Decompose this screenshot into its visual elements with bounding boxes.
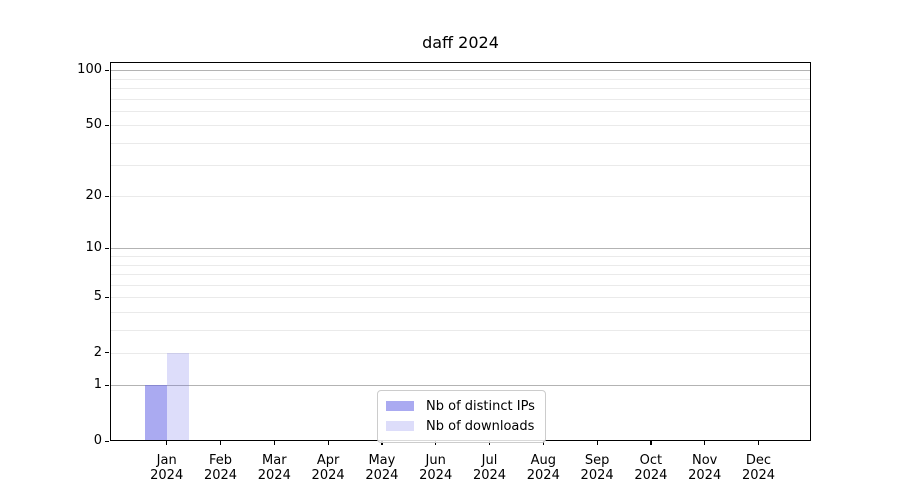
y-tick-2 xyxy=(105,352,109,354)
y-tick-0 xyxy=(105,440,109,442)
chart-title: daff 2024 xyxy=(422,33,499,52)
x-tick-mar-2024 xyxy=(273,441,275,445)
x-tick-label-feb-2024: Feb 2024 xyxy=(203,453,238,483)
gridline-minor-20 xyxy=(110,196,811,198)
gridline-minor-6 xyxy=(110,284,811,286)
gridline-major-10 xyxy=(110,248,811,250)
x-tick-label-may-2024: May 2024 xyxy=(365,453,399,483)
legend-label-downloads: Nb of downloads xyxy=(426,418,535,434)
legend-swatch-distinct-ips xyxy=(386,401,414,411)
x-tick-dec-2024 xyxy=(758,441,760,445)
y-tick-100 xyxy=(105,69,109,71)
x-tick-label-mar-2024: Mar 2024 xyxy=(257,453,291,483)
y-tick-label-10: 10 xyxy=(85,240,102,256)
gridline-minor-5 xyxy=(110,297,811,298)
plot-spines xyxy=(110,62,811,441)
x-tick-label-oct-2024: Oct 2024 xyxy=(634,453,668,483)
y-tick-label-20: 20 xyxy=(85,188,102,204)
x-tick-label-sep-2024: Sep 2024 xyxy=(580,453,614,483)
gridline-minor-7 xyxy=(110,273,811,275)
x-tick-apr-2024 xyxy=(327,441,329,445)
gridline-minor-60 xyxy=(110,110,811,112)
y-tick-label-50: 50 xyxy=(85,117,102,133)
gridline-minor-80 xyxy=(110,87,811,89)
plot-area xyxy=(110,62,811,441)
legend-item-distinct-ips: Nb of distinct IPs xyxy=(386,396,535,416)
y-tick-10 xyxy=(105,247,109,249)
x-tick-jan-2024 xyxy=(166,441,168,445)
gridline-minor-40 xyxy=(110,142,811,144)
gridline-major-1 xyxy=(110,385,811,387)
y-tick-50 xyxy=(105,124,109,126)
y-tick-5 xyxy=(105,296,109,298)
y-tick-label-2: 2 xyxy=(93,344,102,360)
y-tick-label-0: 0 xyxy=(93,433,102,448)
x-tick-label-apr-2024: Apr 2024 xyxy=(311,453,345,483)
y-tick-label-100: 100 xyxy=(77,62,102,78)
x-tick-label-aug-2024: Aug 2024 xyxy=(526,453,560,483)
gridline-minor-3 xyxy=(110,329,811,331)
bar-nb-of-downloads-jan-2024 xyxy=(166,352,189,441)
gridline-minor-2 xyxy=(110,352,811,354)
y-tick-1 xyxy=(105,384,109,386)
gridline-minor-4 xyxy=(110,311,811,313)
x-tick-label-dec-2024: Dec 2024 xyxy=(741,453,776,483)
gridline-minor-30 xyxy=(110,165,811,167)
x-tick-label-nov-2024: Nov 2024 xyxy=(688,453,722,483)
gridline-minor-9 xyxy=(110,256,811,257)
x-tick-nov-2024 xyxy=(704,441,706,445)
gridline-major-100 xyxy=(110,70,811,72)
gridline-minor-70 xyxy=(110,98,811,100)
bar-nb-of-distinct-ips-jan-2024 xyxy=(144,385,167,441)
legend-swatch-downloads xyxy=(386,421,414,431)
x-tick-label-jun-2024: Jun 2024 xyxy=(419,453,453,483)
x-tick-sep-2024 xyxy=(596,441,598,445)
x-tick-feb-2024 xyxy=(220,441,222,445)
y-tick-20 xyxy=(105,195,109,198)
legend: Nb of distinct IPs Nb of downloads xyxy=(377,390,546,443)
legend-label-distinct-ips: Nb of distinct IPs xyxy=(426,398,535,414)
x-tick-label-jan-2024: Jan 2024 xyxy=(150,453,184,483)
legend-item-downloads: Nb of downloads xyxy=(386,416,535,436)
y-tick-label-1: 1 xyxy=(93,377,102,393)
gridline-minor-90 xyxy=(110,78,811,80)
gridline-minor-50 xyxy=(110,125,811,127)
x-tick-label-jul-2024: Jul 2024 xyxy=(472,453,507,483)
gridline-minor-8 xyxy=(110,264,811,266)
x-tick-oct-2024 xyxy=(650,441,652,445)
y-tick-label-5: 5 xyxy=(93,289,102,304)
